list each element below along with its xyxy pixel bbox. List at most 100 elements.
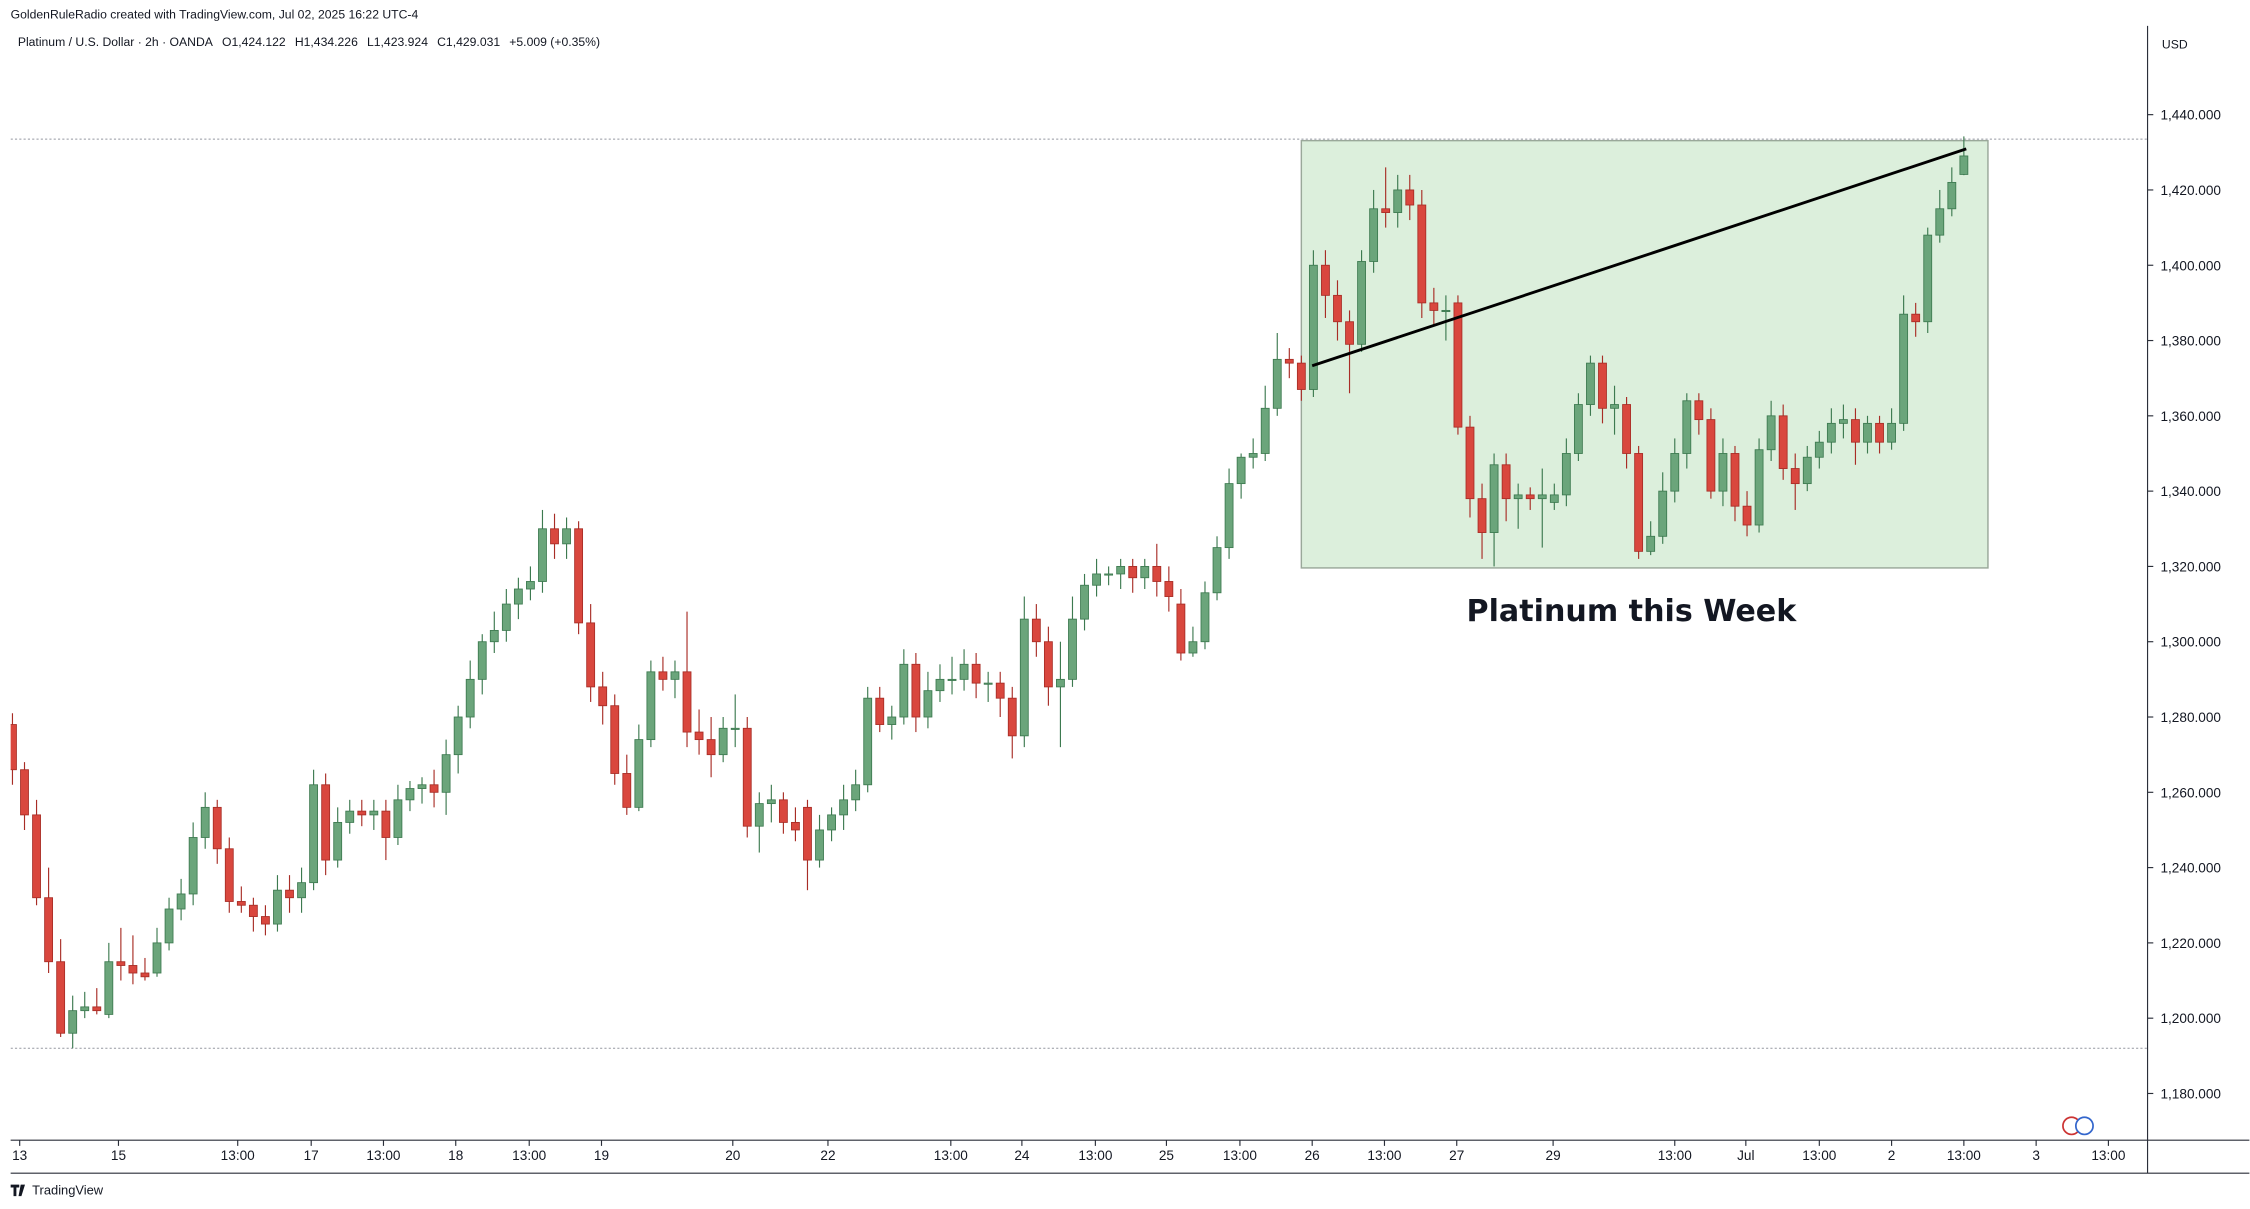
y-tick-label: 1,300.000: [2160, 635, 2221, 650]
candle-body: [851, 784, 861, 801]
x-tick-label: 13:00: [221, 1148, 255, 1163]
x-tick-label: 13:00: [512, 1148, 546, 1163]
candle-body: [1790, 468, 1800, 485]
candle-body: [285, 889, 294, 899]
candle-body: [646, 671, 656, 741]
candle-body: [357, 810, 367, 816]
high-value: H1,434.226: [295, 35, 358, 49]
open-value: O1,424.122: [222, 35, 286, 49]
candle-body: [1357, 261, 1366, 345]
x-tick-label: 13:00: [1367, 1148, 1401, 1163]
candle-body: [706, 739, 716, 756]
candle-body: [1923, 234, 1933, 323]
candle-body: [1465, 426, 1475, 500]
candle-body: [1188, 641, 1198, 654]
candle-body: [309, 784, 319, 884]
x-tick-label: 25: [1159, 1148, 1174, 1163]
candle-body: [1321, 264, 1330, 296]
candle-body: [1622, 404, 1631, 454]
candle-body: [971, 663, 981, 684]
candle-body: [586, 622, 596, 688]
candle-body: [369, 810, 379, 816]
x-tick-label: 22: [820, 1148, 835, 1163]
candle-body: [1766, 415, 1776, 451]
candle-body: [1610, 404, 1619, 409]
candle-body: [947, 678, 957, 681]
y-tick-label: 1,200.000: [2160, 1011, 2221, 1026]
candle-body: [1754, 449, 1764, 526]
candle-body: [778, 799, 788, 823]
currency: USD: [2162, 38, 2188, 52]
candle-body: [742, 727, 752, 827]
y-tick-label: 1,400.000: [2160, 258, 2221, 273]
candle-body: [20, 769, 29, 816]
x-tick-label: 13:00: [1078, 1148, 1112, 1163]
candle-body: [562, 528, 571, 545]
x-tick-label: 24: [1014, 1148, 1030, 1163]
x-tick-label: 27: [1449, 1148, 1464, 1163]
annotation: Platinum this Week: [1467, 594, 1798, 629]
x-tick-label: 13:00: [2091, 1148, 2125, 1163]
candle-body: [92, 1006, 102, 1012]
candle-body: [1489, 464, 1499, 533]
candle-body: [730, 727, 740, 730]
trend-line: [1311, 147, 1967, 368]
candle-body: [911, 663, 921, 718]
candle-body: [923, 690, 933, 718]
candle-body: [791, 821, 800, 831]
candle-body: [140, 972, 150, 978]
candle-body: [1814, 441, 1824, 458]
candle-body: [1537, 494, 1547, 500]
candle-body: [827, 814, 836, 831]
candle-body: [1911, 313, 1921, 323]
candle-body: [297, 882, 306, 899]
candle-body: [1863, 422, 1872, 443]
y-tick-label: 1,240.000: [2160, 861, 2221, 876]
candle-body: [1176, 603, 1186, 654]
candle-body: [1802, 456, 1812, 485]
candle-body: [754, 803, 764, 827]
candle-body: [670, 671, 680, 680]
x-tick-label: 15: [111, 1148, 126, 1163]
candle-body: [417, 784, 427, 789]
y-tick-label: 1,420.000: [2160, 183, 2221, 198]
candle-body: [839, 799, 849, 816]
legend: Platinum / U.S. Dollar · 2h · OANDA O1,4…: [18, 35, 600, 49]
x-tick-label: 13:00: [1802, 1148, 1836, 1163]
candle-body: [875, 697, 885, 725]
candle-body: [1381, 208, 1391, 213]
candle-body: [766, 799, 776, 805]
candle-body: [1658, 490, 1668, 537]
candle-body: [32, 814, 41, 899]
x-tick-label: 13:00: [1658, 1148, 1692, 1163]
candle-body: [116, 961, 126, 966]
candle-body: [10, 724, 17, 771]
candle-body: [1272, 358, 1282, 409]
candle-body: [574, 528, 584, 624]
candle-body: [1718, 453, 1728, 492]
candle-body: [1369, 208, 1379, 262]
candle-body: [453, 716, 463, 756]
change-value: +5.009 (+0.35%): [509, 35, 600, 49]
candle-body: [1224, 483, 1234, 549]
close-value: C1,429.031: [437, 35, 500, 49]
candle-body: [441, 754, 451, 793]
x-tick-label: 2: [1888, 1148, 1896, 1163]
low-value: L1,423.924: [367, 35, 428, 49]
candle-body: [1778, 415, 1788, 469]
candle-body: [1586, 362, 1595, 405]
x-tick-label: 13:00: [366, 1148, 400, 1163]
candle-body: [1694, 400, 1704, 421]
candle-body: [273, 889, 282, 925]
candle-body: [598, 686, 608, 707]
brand-icon: [10, 1184, 25, 1197]
candle-body: [1128, 565, 1138, 579]
candle-body: [56, 961, 66, 1034]
y-tick-label: 1,180.000: [2160, 1086, 2221, 1101]
candle-body: [345, 810, 355, 823]
y-tick-label: 1,380.000: [2160, 334, 2221, 349]
candle-body: [863, 697, 873, 786]
candle-body: [718, 727, 728, 756]
candle-body: [1682, 400, 1692, 454]
candle-body: [1284, 358, 1294, 364]
